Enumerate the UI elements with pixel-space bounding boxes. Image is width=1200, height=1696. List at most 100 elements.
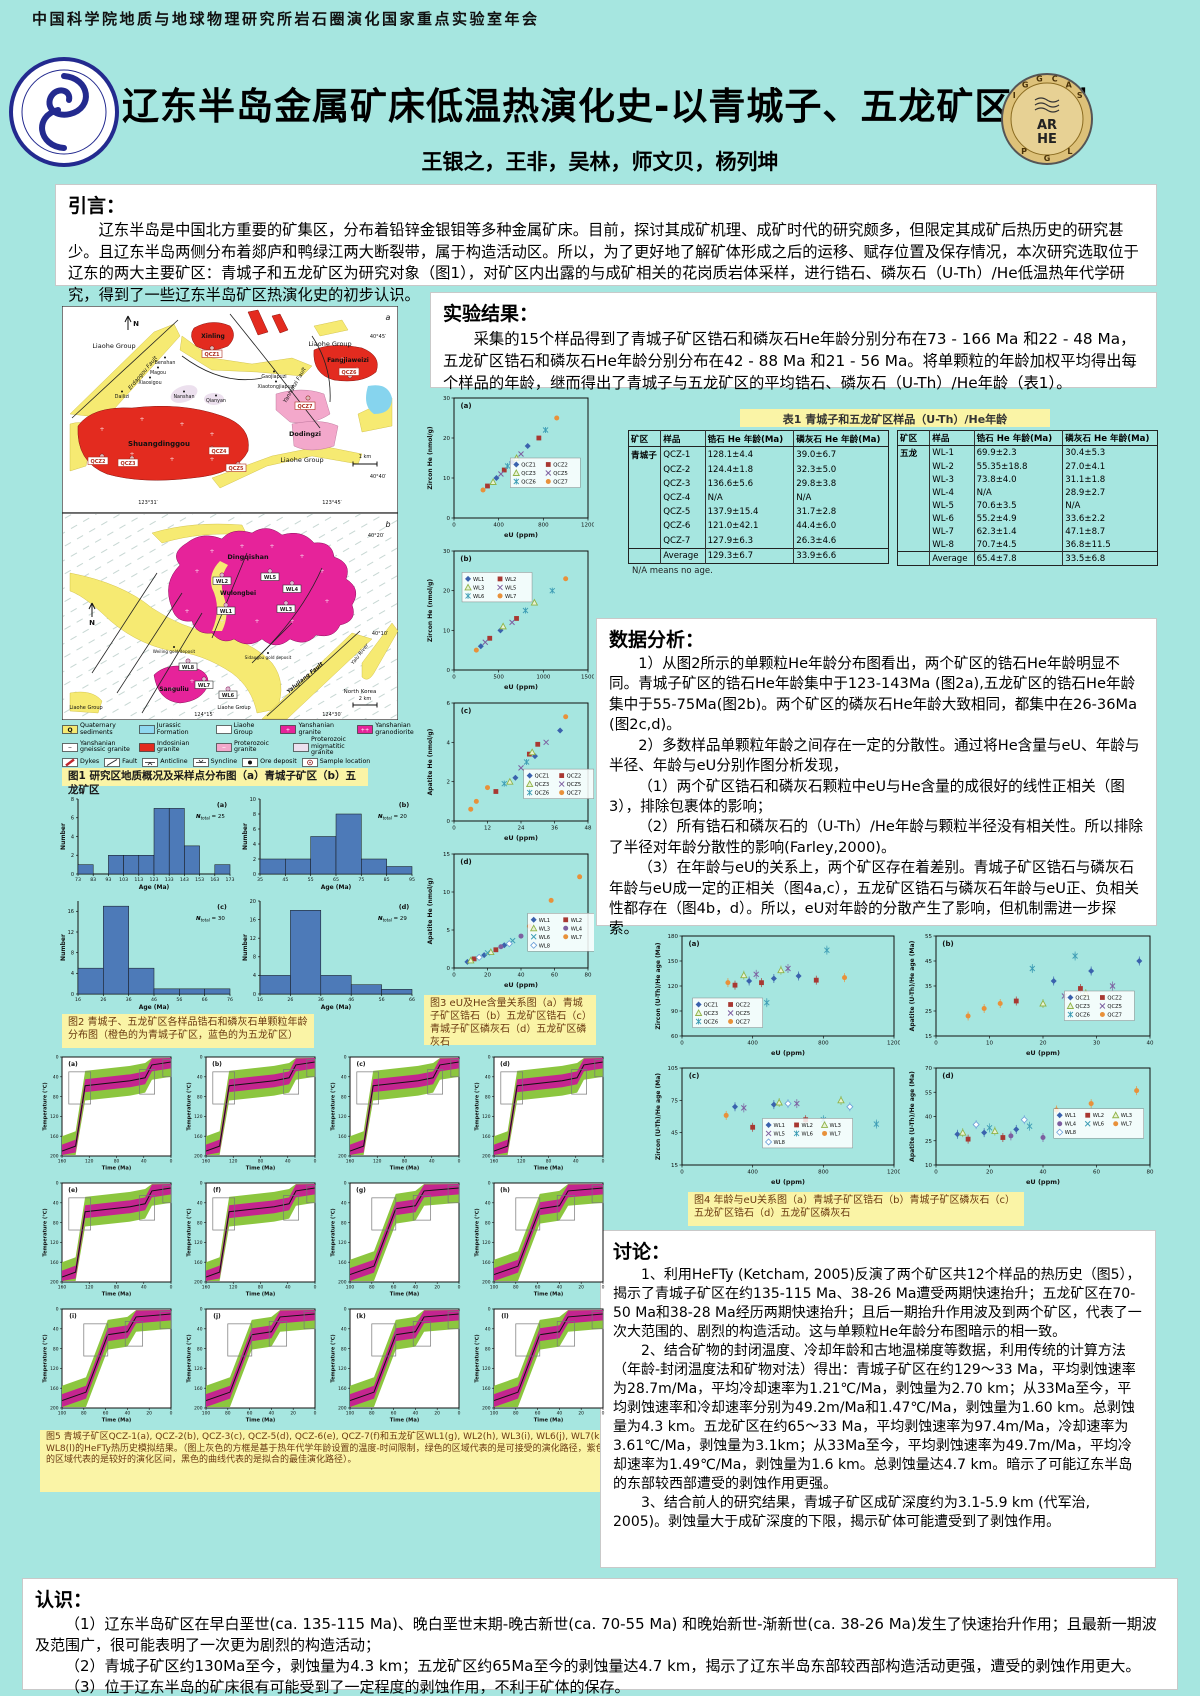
- svg-text:a: a: [386, 313, 391, 322]
- paragraph: 1、利用HeFTy (Ketcham, 2005)反演了两个矿区共12个样品的热…: [613, 1267, 1142, 1341]
- svg-text:46: 46: [348, 997, 354, 1003]
- svg-text:(g): (g): [356, 1187, 366, 1194]
- svg-text:0: 0: [452, 826, 456, 832]
- svg-text:QCZ1: QCZ1: [521, 463, 536, 469]
- svg-text:20: 20: [578, 1285, 584, 1291]
- svg-text:WL2: WL2: [216, 579, 229, 585]
- svg-text:85: 85: [384, 877, 390, 883]
- svg-text:Zircon (U-Th)/He age (Ma): Zircon (U-Th)/He age (Ma): [655, 1073, 662, 1160]
- svg-text:80: 80: [197, 1346, 203, 1352]
- svg-text:4: 4: [253, 842, 256, 848]
- paragraph: （2）青城子矿区约130Ma至今，剥蚀量为4.3 km；五龙矿区约65Ma至今的…: [65, 1657, 1141, 1675]
- svg-text:10: 10: [443, 476, 450, 482]
- svg-text:Number: Number: [242, 934, 249, 961]
- figure5-panel-WL1: 0 40 80 120 160 200 100 80 60 40 20 0 Time (Ma) Tempe…: [328, 1178, 464, 1298]
- svg-text:200: 200: [194, 1280, 203, 1286]
- svg-text:100: 100: [490, 1411, 499, 1417]
- svg-text:WL7: WL7: [505, 594, 516, 600]
- svg-text:WL2: WL2: [802, 1123, 813, 1129]
- svg-text:WL4: WL4: [1065, 1122, 1077, 1128]
- svg-text:L: L: [1067, 147, 1072, 156]
- legend-item: + Yanshanian granite: [280, 722, 352, 736]
- svg-text:160: 160: [58, 1285, 67, 1291]
- svg-text:200: 200: [50, 1280, 59, 1286]
- svg-text:4: 4: [447, 740, 451, 746]
- svg-text:QCZ3: QCZ3: [1075, 1004, 1090, 1010]
- svg-text:200: 200: [482, 1406, 491, 1412]
- svg-text:40: 40: [1040, 1170, 1047, 1176]
- svg-text:QCZ7: QCZ7: [553, 480, 568, 486]
- svg-text:80: 80: [53, 1094, 59, 1100]
- section-introduction: 引言： 辽东半岛是中国北方重要的矿集区，分布着铅锌金银钼等多种金属矿床。目前，探…: [55, 184, 1157, 304]
- svg-text:40: 40: [53, 1201, 59, 1207]
- svg-text:120: 120: [517, 1159, 526, 1165]
- svg-text:160: 160: [338, 1260, 347, 1266]
- svg-text:200: 200: [482, 1280, 491, 1286]
- svg-text:120: 120: [194, 1240, 203, 1246]
- svg-text:WL2: WL2: [1093, 1113, 1104, 1119]
- svg-text:QCZ6: QCZ6: [704, 1020, 719, 1026]
- svg-text:0: 0: [56, 1055, 59, 1061]
- svg-text:I: I: [1013, 91, 1016, 100]
- svg-text:Time (Ma): Time (Ma): [246, 1166, 275, 1172]
- svg-text:163: 163: [210, 877, 219, 883]
- svg-text:Time (Ma): Time (Ma): [102, 1418, 131, 1424]
- svg-text:120: 120: [194, 1114, 203, 1120]
- svg-text:0: 0: [170, 1285, 173, 1291]
- svg-text:40: 40: [1147, 1041, 1154, 1047]
- svg-text:200: 200: [194, 1406, 203, 1412]
- svg-text:0: 0: [170, 1411, 173, 1417]
- svg-text:(k): (k): [356, 1313, 366, 1320]
- svg-text:60: 60: [1093, 1170, 1100, 1176]
- svg-text:Temperature (℃): Temperature (℃): [187, 1334, 193, 1382]
- svg-text:QCZ1: QCZ1: [204, 352, 220, 358]
- svg-text:153: 153: [195, 877, 204, 883]
- svg-text:800: 800: [538, 523, 549, 529]
- svg-text:Sidaogou gold deposit: Sidaogou gold deposit: [245, 655, 292, 660]
- svg-text:Temperature (℃): Temperature (℃): [331, 1082, 337, 1130]
- svg-text:0: 0: [56, 1181, 59, 1187]
- svg-text:160: 160: [482, 1386, 491, 1392]
- svg-text:Number: Number: [60, 934, 67, 961]
- svg-text:Apatite (U-Th)/He age (Ma): Apatite (U-Th)/He age (Ma): [909, 940, 916, 1031]
- svg-text:Temperature (℃): Temperature (℃): [475, 1334, 481, 1382]
- figure3-panel-c: 0 12 24 36 48 0 2 4 6 eU (ppm) Apatite He (nmol/g)…: [424, 697, 594, 843]
- svg-text:0: 0: [344, 1055, 347, 1061]
- svg-text:QCZ5: QCZ5: [567, 782, 582, 788]
- figure4-caption: 图4 年龄与eU关系图（a）青城子矿区锆石（b）青城子矿区磷灰石（c）五龙矿区锆…: [688, 1192, 1024, 1226]
- svg-text:+: +: [184, 608, 189, 615]
- svg-text:0: 0: [344, 1181, 347, 1187]
- svg-text:QCZ6: QCZ6: [535, 791, 550, 797]
- svg-text:0: 0: [602, 1285, 605, 1291]
- svg-text:0: 0: [71, 992, 74, 998]
- paragraph: 2、结合矿物的封闭温度、冷却年龄和古地温梯度等数据，利用传统的计算方法（年龄-封…: [613, 1343, 1136, 1493]
- svg-text:Ntotal = 25: Ntotal = 25: [196, 814, 225, 821]
- figure5-panel-WL6: 0 40 80 120 160 200 100 80 60 40 20 0 Time (Ma) Tempe…: [184, 1304, 320, 1424]
- svg-text:36: 36: [551, 826, 558, 832]
- svg-text:80: 80: [546, 1159, 552, 1165]
- svg-text:56: 56: [379, 997, 385, 1003]
- svg-text:Dailizi: Dailizi: [115, 394, 129, 400]
- svg-text:40: 40: [53, 1327, 59, 1333]
- svg-text:46: 46: [151, 997, 157, 1003]
- svg-text:eU (ppm): eU (ppm): [1026, 1178, 1060, 1186]
- legend-item: Proterozoic migmatitic granite: [293, 736, 365, 757]
- svg-text:Number: Number: [60, 823, 67, 850]
- svg-text:Ntotal = 30: Ntotal = 30: [196, 916, 225, 923]
- svg-text:20: 20: [986, 1170, 993, 1176]
- svg-text:+: +: [319, 568, 324, 575]
- svg-text:80: 80: [485, 1094, 491, 1100]
- svg-text:60: 60: [391, 1285, 397, 1291]
- svg-text:0: 0: [458, 1285, 461, 1291]
- svg-text:143: 143: [180, 877, 189, 883]
- svg-text:QCZ7: QCZ7: [736, 1020, 751, 1026]
- svg-text:Dodingzi: Dodingzi: [289, 430, 321, 438]
- svg-text:160: 160: [202, 1159, 211, 1165]
- svg-text:WL5: WL5: [505, 585, 516, 591]
- svg-text:25: 25: [925, 1009, 932, 1015]
- svg-text:QCZ1: QCZ1: [535, 774, 550, 780]
- svg-text:+: +: [129, 451, 134, 458]
- svg-text:83: 83: [90, 877, 96, 883]
- svg-text:100: 100: [346, 1285, 355, 1291]
